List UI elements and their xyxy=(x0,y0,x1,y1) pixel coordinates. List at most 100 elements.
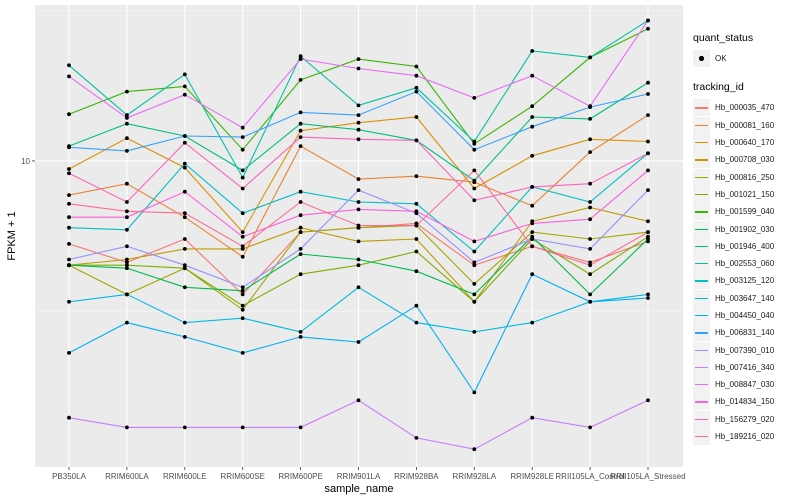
data-point xyxy=(67,415,71,420)
data-point xyxy=(125,136,129,141)
data-point xyxy=(646,219,650,224)
data-point xyxy=(588,237,592,241)
series-points xyxy=(67,18,650,452)
data-point xyxy=(298,110,303,115)
legend-item: Hb_008847_030 xyxy=(693,376,798,394)
data-point xyxy=(356,200,361,204)
data-point xyxy=(646,292,650,297)
legend-item: Hb_000081_160 xyxy=(693,116,798,134)
x-tick-label: RRIM901LA xyxy=(337,472,381,481)
data-point xyxy=(240,244,245,249)
data-point xyxy=(67,145,71,150)
data-point xyxy=(125,89,129,94)
legend-label: Hb_189216_020 xyxy=(715,432,775,442)
data-point xyxy=(588,247,592,251)
data-point xyxy=(588,55,592,60)
color-legend-title: tracking_id xyxy=(693,81,744,94)
legend-label: Hb_002553_060 xyxy=(715,259,775,269)
data-point xyxy=(414,269,419,274)
shape-legend-item: OK xyxy=(693,50,798,68)
data-point xyxy=(472,330,477,334)
data-point xyxy=(125,425,129,430)
data-point xyxy=(298,330,303,334)
data-point xyxy=(67,171,71,176)
legend-item: Hb_001946_400 xyxy=(693,237,798,255)
data-point xyxy=(298,135,303,140)
line-swatch-icon xyxy=(693,376,710,394)
data-point xyxy=(414,138,419,143)
data-point xyxy=(472,147,477,152)
legend-label: Hb_006831_140 xyxy=(715,328,775,338)
data-point xyxy=(182,335,187,339)
data-point xyxy=(530,415,535,420)
data-point xyxy=(646,18,650,23)
data-point xyxy=(414,223,419,228)
data-point xyxy=(182,140,187,145)
line-swatch-icon xyxy=(693,203,710,221)
data-point xyxy=(298,189,303,194)
data-point xyxy=(125,266,129,271)
data-point xyxy=(530,115,535,119)
data-point xyxy=(125,292,129,297)
data-point xyxy=(298,272,303,277)
line-swatch-icon xyxy=(693,116,710,134)
data-point xyxy=(530,185,535,189)
data-point xyxy=(125,121,129,126)
data-point xyxy=(472,249,477,254)
data-point xyxy=(530,73,535,78)
data-point xyxy=(646,237,650,241)
data-point xyxy=(182,92,187,97)
data-point xyxy=(298,247,303,251)
line-swatch-icon xyxy=(693,324,710,342)
data-point xyxy=(646,168,650,173)
data-point xyxy=(182,215,187,220)
data-point xyxy=(530,153,535,158)
legend-label: Hb_004450_040 xyxy=(715,311,775,320)
data-point xyxy=(414,249,419,254)
data-point xyxy=(472,390,477,395)
data-point xyxy=(472,186,477,191)
data-point xyxy=(472,139,477,144)
y-tick-label: 10 xyxy=(21,157,30,166)
data-point xyxy=(588,150,592,155)
x-tick-label: RRIM600SE xyxy=(220,472,264,481)
line-swatch-icon xyxy=(693,307,710,324)
data-point xyxy=(414,64,419,69)
data-point xyxy=(530,104,535,109)
data-point xyxy=(240,303,245,308)
x-axis-title: sample_name xyxy=(324,483,393,495)
data-point xyxy=(240,147,245,152)
data-point xyxy=(67,257,71,262)
legend-label: Hb_003125_120 xyxy=(715,276,775,286)
y-axis-title: FPKM + 1 xyxy=(6,211,18,260)
data-point xyxy=(530,230,535,235)
data-point xyxy=(182,189,187,194)
data-point xyxy=(414,115,419,119)
data-point xyxy=(240,230,245,235)
data-point xyxy=(67,263,71,268)
legend-item: Hb_000640_170 xyxy=(693,134,798,152)
legend: quant_status OK tracking_id Hb_000035_47… xyxy=(693,32,798,446)
legend-label: Hb_001946_400 xyxy=(715,241,775,251)
data-point xyxy=(240,125,245,130)
data-point xyxy=(298,121,303,126)
data-point xyxy=(67,112,71,117)
data-point xyxy=(125,200,129,204)
legend-item: Hb_001902_030 xyxy=(693,220,798,238)
legend-label: Hb_000640_170 xyxy=(715,138,775,148)
line-swatch-icon xyxy=(693,255,710,273)
line-swatch-icon xyxy=(693,289,710,307)
data-point xyxy=(125,181,129,186)
legend-item: Hb_189216_020 xyxy=(693,428,798,446)
data-point xyxy=(646,151,650,156)
data-point xyxy=(67,242,71,246)
data-point xyxy=(472,263,477,268)
data-point xyxy=(414,73,419,78)
legend-label: Hb_000708_030 xyxy=(715,155,775,165)
data-point xyxy=(588,260,592,265)
data-point xyxy=(182,237,187,241)
legend-label: Hb_000081_160 xyxy=(715,120,775,130)
data-point xyxy=(646,92,650,96)
data-point xyxy=(588,137,592,142)
